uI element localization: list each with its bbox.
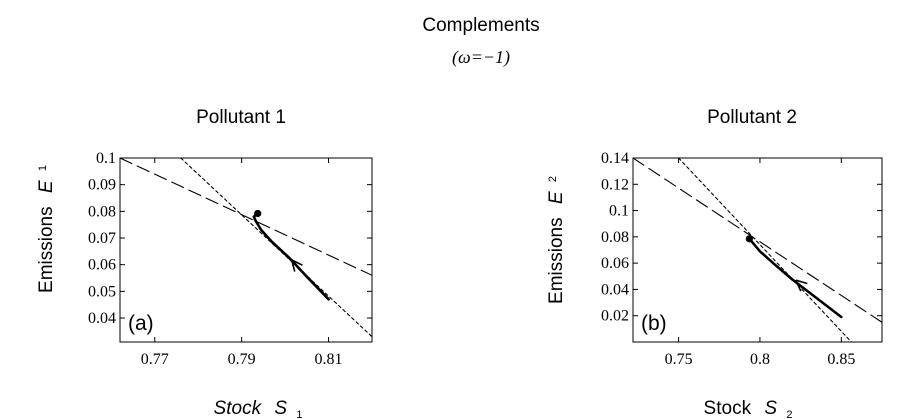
y-tick-label: 0.04 — [88, 310, 116, 327]
x-label-symbol: S — [764, 398, 777, 419]
series-short-dash-line — [180, 158, 372, 338]
y-tick-label: 0.14 — [601, 150, 629, 167]
chart-pollutant-1: Pollutant 1 Emissions E 1 Stock S 1 0.77… — [36, 107, 373, 419]
y-tick-label: 0.08 — [601, 229, 629, 246]
plot-frame — [632, 157, 883, 343]
svg-text:Emissions E 2: Emissions E 2 — [546, 176, 567, 304]
x-tick-label: 0.79 — [228, 351, 256, 368]
series-solid-thick-line — [252, 212, 330, 301]
series-long-dash-line — [633, 158, 882, 323]
y-label-symbol: E — [546, 191, 567, 204]
figure-title: Complements — [422, 15, 539, 36]
trajectory-arrow — [290, 259, 303, 272]
y-label-text: Emissions — [546, 217, 567, 304]
series-short-dash-line — [678, 158, 853, 342]
y-tick-label: 0.04 — [601, 281, 629, 298]
x-label-subscript: 2 — [786, 409, 792, 419]
x-tick-label: 0.8 — [750, 351, 770, 368]
x-tick-label: 0.77 — [141, 351, 169, 368]
y-label-subscript: 1 — [37, 165, 49, 171]
x-tick-label: 0.75 — [665, 351, 693, 368]
svg-text:Emissions E 1: Emissions E 1 — [36, 165, 57, 293]
series-long-dash-line — [120, 158, 372, 276]
plot-frame — [119, 157, 373, 343]
y-tick-label: 0.1 — [609, 203, 629, 220]
y-tick-label: 0.08 — [88, 203, 116, 220]
panel-label: (a) — [128, 312, 154, 335]
y-axis-label: Emissions E 2 — [546, 176, 567, 304]
y-tick-label: 0.06 — [601, 255, 629, 272]
x-label-text: Stock — [214, 398, 263, 419]
y-tick-label: 0.07 — [88, 230, 116, 247]
x-label-text: Stock — [704, 398, 752, 419]
figure-subtitle: (ω=−1) — [452, 47, 510, 68]
y-tick-label: 0.02 — [601, 308, 629, 325]
y-tick-label: 0.09 — [88, 177, 116, 194]
steady-state-point — [745, 235, 753, 243]
chart-title: Pollutant 2 — [707, 107, 797, 128]
x-tick-label: 0.81 — [315, 351, 343, 368]
series-solid-thick-line — [748, 237, 843, 319]
y-label-text: Emissions — [36, 206, 57, 293]
y-tick-label: 0.05 — [88, 283, 116, 300]
y-label-subscript: 2 — [547, 176, 559, 182]
chart-pollutant-2: Pollutant 2 Emissions E 2 Stock S 2 0.75… — [546, 107, 883, 419]
y-tick-label: 0.1 — [96, 150, 116, 167]
x-tick-label: 0.85 — [827, 351, 855, 368]
y-tick-label: 0.12 — [601, 176, 629, 193]
trajectory-arrow — [794, 279, 808, 292]
steady-state-point — [254, 209, 262, 218]
x-label-symbol: S — [274, 398, 287, 419]
chart-title: Pollutant 1 — [196, 107, 286, 128]
y-tick-label: 0.06 — [88, 257, 116, 274]
x-axis-label: Stock S 2 — [704, 398, 793, 419]
x-axis-label: Stock S 1 — [214, 398, 303, 419]
panel-label: (b) — [641, 312, 667, 335]
x-label-subscript: 1 — [296, 409, 302, 419]
y-axis-label: Emissions E 1 — [36, 165, 57, 293]
y-label-symbol: E — [36, 180, 57, 193]
